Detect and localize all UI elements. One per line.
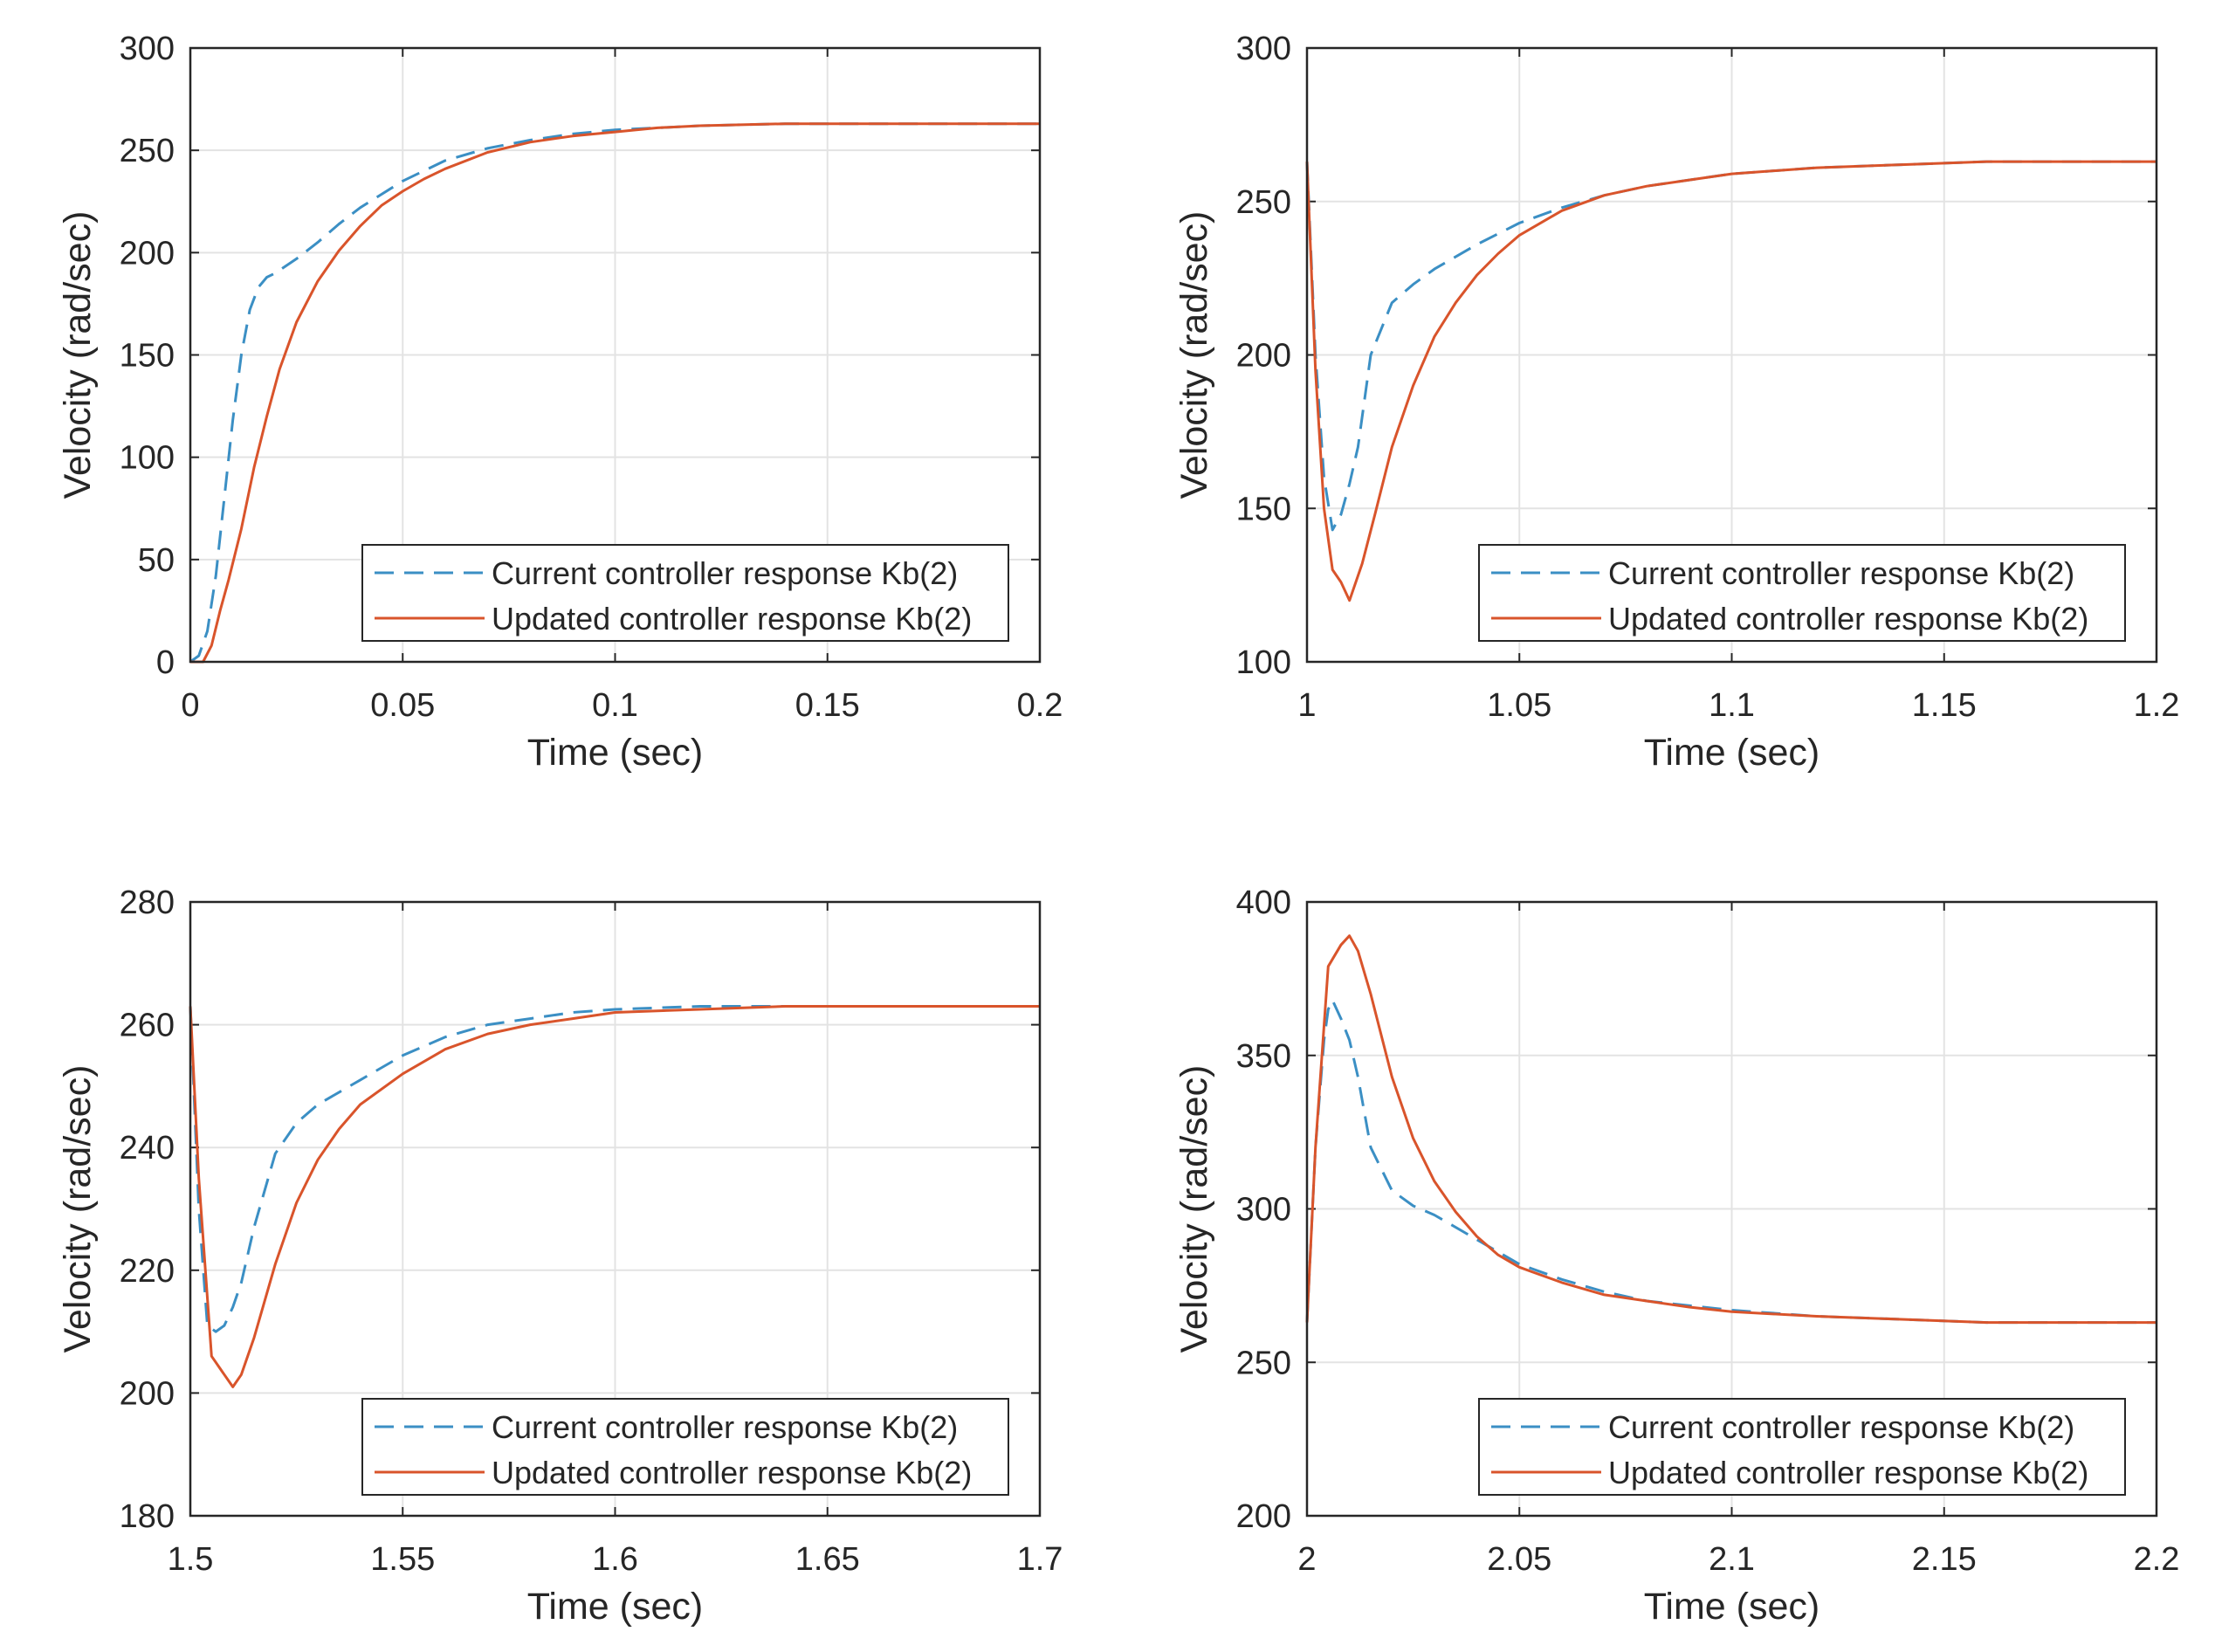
- legend: Current controller response Kb(2) Updated…: [1478, 1398, 2126, 1496]
- x-axis-label: Time (sec): [527, 732, 703, 774]
- y-tick-label: 300: [120, 31, 175, 67]
- legend-label: Updated controller response Kb(2): [492, 601, 972, 637]
- y-tick-label: 200: [120, 235, 175, 272]
- y-tick-label: 200: [1236, 338, 1291, 375]
- legend-box: [361, 544, 1009, 642]
- legend-label: Updated controller response Kb(2): [1608, 1455, 2088, 1490]
- x-axis-label: Time (sec): [527, 1586, 703, 1628]
- legend-box: [1478, 1398, 2126, 1496]
- axes-box: [189, 46, 1042, 664]
- axes-box: [1305, 46, 2158, 664]
- x-tick-label: 0.1: [592, 687, 638, 724]
- legend-box: [361, 1398, 1009, 1496]
- y-tick-label: 300: [1236, 1192, 1291, 1229]
- y-tick-label: 400: [1236, 885, 1291, 921]
- y-tick-label: 250: [1236, 184, 1291, 221]
- x-tick-label: 1.1: [1709, 687, 1755, 724]
- legend-label: Current controller response Kb(2): [1608, 555, 2074, 591]
- x-tick-label: 0.05: [370, 687, 435, 724]
- y-axis-label: Velocity (rad/sec): [1173, 211, 1215, 499]
- legend-box: [1478, 544, 2126, 642]
- current-response-line: [189, 1005, 1040, 1333]
- y-tick-label: 250: [120, 133, 175, 169]
- legend-label: Updated controller response Kb(2): [492, 1455, 972, 1490]
- y-tick-label: 200: [120, 1375, 175, 1412]
- y-tick-label: 100: [1236, 644, 1291, 681]
- y-tick-label: 200: [1236, 1498, 1291, 1535]
- x-tick-label: 1.15: [1912, 687, 1977, 724]
- chart-panel-4: 2 2.05 2.1 2.15 2.2 200 250 300 350 400 Time (sec)…: [1173, 885, 2179, 1628]
- x-tick-label: 2: [1297, 1541, 1316, 1578]
- x-tick-label: 1.05: [1487, 687, 1551, 724]
- y-tick-label: 250: [1236, 1345, 1291, 1381]
- y-tick-label: 0: [156, 644, 175, 681]
- legend-label: Current controller response Kb(2): [492, 555, 958, 591]
- x-tick-label: 2.1: [1709, 1541, 1755, 1578]
- x-tick-label: 1.55: [370, 1541, 435, 1578]
- legend-label: Updated controller response Kb(2): [1608, 601, 2088, 637]
- x-tick-label: 1.7: [1017, 1541, 1063, 1578]
- chart-panel-2: 1 1.05 1.1 1.15 1.2 100 150 200 250 300 Time (sec)…: [1173, 31, 2179, 774]
- x-tick-label: 0.15: [795, 687, 860, 724]
- x-tick-label: 1.65: [795, 1541, 860, 1578]
- y-tick-label: 50: [138, 542, 175, 579]
- x-tick-label: 1.2: [2134, 687, 2180, 724]
- y-tick-label: 150: [1236, 491, 1291, 527]
- legend-label: Current controller response Kb(2): [492, 1409, 958, 1445]
- x-tick-label: 0: [181, 687, 199, 724]
- legend: Current controller response Kb(2) Updated…: [361, 544, 1009, 642]
- y-tick-label: 180: [120, 1498, 175, 1535]
- x-axis-label: Time (sec): [1644, 1586, 1819, 1628]
- current-response-line: [189, 122, 1040, 664]
- y-tick-label: 150: [120, 338, 175, 375]
- legend: Current controller response Kb(2) Updated…: [361, 1398, 1009, 1496]
- y-tick-label: 100: [120, 440, 175, 477]
- y-tick-label: 220: [120, 1253, 175, 1290]
- y-axis-label: Velocity (rad/sec): [57, 211, 99, 499]
- x-tick-label: 2.2: [2134, 1541, 2180, 1578]
- x-tick-label: 0.2: [1017, 687, 1063, 724]
- x-tick-label: 1: [1297, 687, 1316, 724]
- axes-box: [1305, 900, 2158, 1518]
- current-response-line: [1305, 999, 2157, 1325]
- y-tick-label: 300: [1236, 31, 1291, 67]
- x-tick-label: 2.15: [1912, 1541, 1977, 1578]
- legend-label: Current controller response Kb(2): [1608, 1409, 2074, 1445]
- updated-response-line: [189, 1005, 1040, 1388]
- x-tick-label: 1.5: [168, 1541, 214, 1578]
- chart-panel-1: 0 0.05 0.1 0.15 0.2 0 50 100 150 200 250 300 Time (s…: [57, 31, 1063, 774]
- legend: Current controller response Kb(2) Updated…: [1478, 544, 2126, 642]
- y-axis-label: Velocity (rad/sec): [57, 1065, 99, 1353]
- updated-response-line: [1305, 160, 2157, 602]
- chart-panel-3: 1.5 1.55 1.6 1.65 1.7 180 200 220 240 260 280 Time …: [57, 885, 1063, 1628]
- updated-response-line: [1305, 934, 2157, 1325]
- x-axis-label: Time (sec): [1644, 732, 1819, 774]
- y-axis-label: Velocity (rad/sec): [1173, 1065, 1215, 1353]
- y-tick-label: 350: [1236, 1038, 1291, 1075]
- y-tick-label: 240: [120, 1130, 175, 1167]
- x-tick-label: 1.6: [592, 1541, 638, 1578]
- x-tick-label: 2.05: [1487, 1541, 1551, 1578]
- y-tick-label: 260: [120, 1008, 175, 1044]
- y-tick-label: 280: [120, 885, 175, 921]
- updated-response-line: [190, 122, 1040, 664]
- axes-box: [189, 900, 1042, 1518]
